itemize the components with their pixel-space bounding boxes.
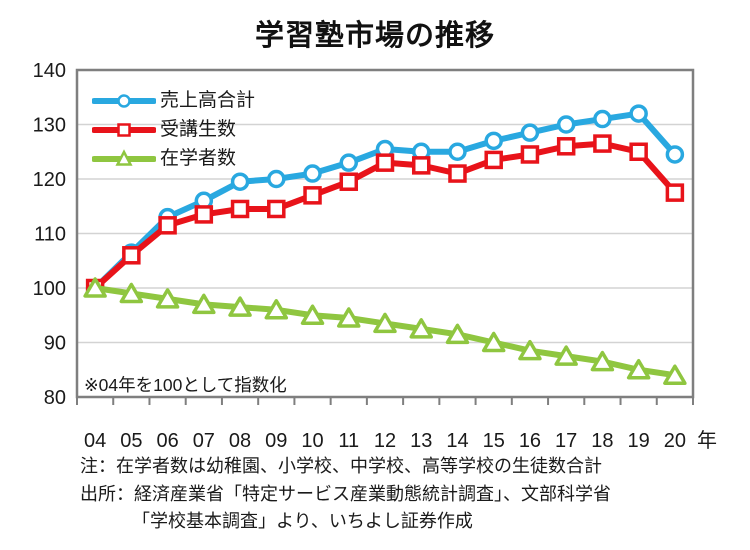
- footnote-line-1: 注：在学者数は幼稚園、小学校、中学校、高等学校の生徒数合計: [80, 456, 602, 476]
- data-point-1-05: [122, 246, 141, 265]
- data-point-2-10: [300, 304, 325, 325]
- y-tick-label-130: 130: [33, 115, 66, 137]
- data-point-2-20: [663, 364, 687, 385]
- data-point-0-11: [339, 153, 359, 172]
- x-tick-label-07: 07: [193, 430, 215, 452]
- data-point-2-18: [590, 350, 615, 372]
- data-point-0-19: [629, 104, 648, 123]
- y-tick-label-110: 110: [34, 224, 66, 246]
- x-tick-label-04: 04: [84, 430, 106, 452]
- data-point-2-09: [264, 299, 289, 320]
- data-point-2-04: [83, 277, 107, 298]
- data-point-2-12: [373, 312, 397, 334]
- x-tick-label-17: 17: [555, 430, 577, 452]
- data-point-1-15: [484, 150, 503, 170]
- data-point-2-19: [626, 359, 651, 380]
- x-tick-label-05: 05: [120, 430, 142, 452]
- data-point-0-10: [303, 164, 322, 183]
- data-point-0-08: [230, 172, 250, 191]
- data-point-1-17: [556, 137, 576, 156]
- legend-label-1: 受講生数: [160, 119, 237, 140]
- legend-item-0: 売上高合計: [92, 86, 255, 115]
- data-point-0-18: [593, 109, 612, 129]
- x-tick-label-13: 13: [410, 430, 432, 452]
- data-point-2-15: [481, 331, 506, 353]
- legend-item-1: 受講生数: [92, 115, 255, 144]
- data-point-0-09: [267, 169, 286, 189]
- data-point-1-16: [520, 145, 540, 164]
- circle-marker-icon: [92, 93, 156, 108]
- data-point-1-08: [230, 199, 250, 219]
- footnote-line-2: 出所：経済産業省「特定サービス産業動態統計調査」、文部科学省: [80, 483, 611, 504]
- x-tick-label-16: 16: [519, 430, 541, 452]
- data-point-1-09: [267, 199, 286, 219]
- x-tick-label-12: 12: [374, 430, 396, 452]
- data-point-1-19: [629, 142, 648, 161]
- x-tick-label-20: 20: [664, 430, 686, 452]
- data-point-2-13: [409, 318, 433, 339]
- data-point-0-20: [665, 145, 685, 164]
- data-point-1-10: [303, 186, 322, 205]
- y-tick-label-140: 140: [33, 60, 66, 82]
- data-point-0-15: [484, 131, 503, 151]
- data-point-2-17: [554, 345, 578, 366]
- index-annotation: ※04年を100として指数化: [84, 375, 287, 395]
- data-point-1-13: [411, 156, 431, 175]
- square-marker-icon: [92, 122, 156, 137]
- plot-border: [75, 68, 695, 399]
- data-point-2-16: [518, 339, 542, 361]
- data-point-1-18: [593, 134, 612, 153]
- data-point-2-11: [337, 307, 361, 328]
- legend: 売上高合計受講生数在学者数: [92, 86, 255, 173]
- data-point-0-14: [448, 142, 467, 161]
- x-tick-label-15: 15: [483, 430, 505, 452]
- x-tick-label-06: 06: [156, 430, 178, 452]
- data-point-2-14: [445, 323, 470, 345]
- x-tick-label-14: 14: [446, 430, 468, 452]
- chart-title: 学習塾市場の推移: [254, 20, 495, 52]
- x-tick-label-18: 18: [591, 430, 613, 452]
- data-point-2-06: [155, 288, 180, 309]
- x-tick-label-19: 19: [628, 430, 650, 452]
- data-point-2-05: [119, 282, 144, 304]
- data-point-2-08: [228, 296, 252, 317]
- footnotes: 注：在学者数は幼稚園、小学校、中学校、高等学校の生徒数合計 出所：経済産業省「特…: [80, 453, 611, 536]
- data-point-1-20: [665, 183, 685, 202]
- x-tick-label-11: 11: [338, 430, 359, 452]
- data-point-0-17: [556, 115, 576, 134]
- data-point-0-16: [520, 123, 540, 142]
- data-point-1-07: [194, 205, 214, 224]
- x-tick-label-10: 10: [301, 430, 323, 452]
- y-tick-label-80: 80: [44, 387, 66, 409]
- data-point-1-12: [375, 153, 395, 172]
- legend-label-0: 売上高合計: [160, 90, 256, 111]
- data-point-1-14: [448, 164, 467, 183]
- x-tick-label-09: 09: [265, 430, 287, 452]
- data-point-2-07: [192, 293, 216, 315]
- footnote-line-3: 「学校基本調査」より、いちよし証券作成: [132, 511, 473, 531]
- y-tick-label-120: 120: [33, 169, 66, 191]
- legend-label-2: 在学者数: [160, 148, 237, 169]
- y-tick-label-100: 100: [33, 278, 66, 300]
- triangle-marker-icon: [92, 148, 156, 166]
- data-point-1-06: [158, 216, 177, 235]
- data-point-1-11: [339, 172, 359, 191]
- x-tick-label-08: 08: [229, 430, 251, 452]
- legend-item-2: 在学者数: [92, 144, 255, 173]
- x-axis-unit-label: 年: [697, 429, 717, 452]
- y-tick-label-90: 90: [44, 333, 66, 355]
